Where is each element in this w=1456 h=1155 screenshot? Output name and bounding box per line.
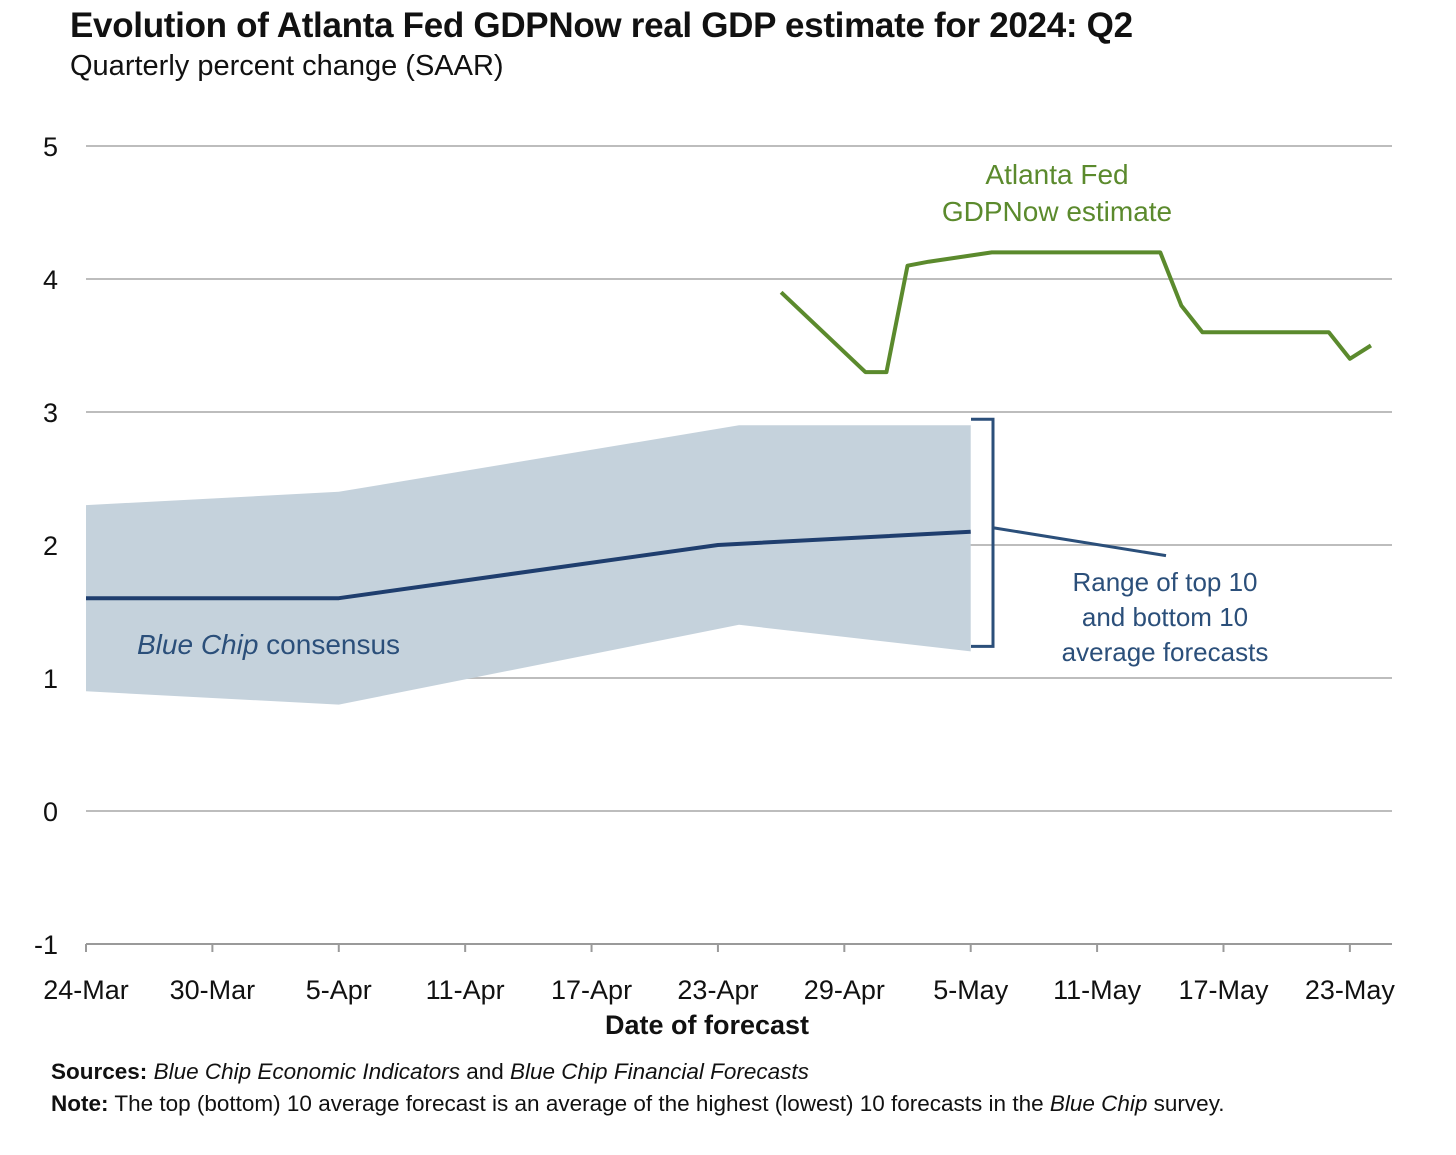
- range-label-line2: and bottom 10: [1082, 602, 1248, 632]
- x-tick-label: 30-Mar: [170, 975, 256, 1005]
- note-italic: Blue Chip: [1049, 1091, 1148, 1116]
- y-tick-label: 2: [43, 531, 58, 561]
- gdp-line-chart: -1 0 1 2 3 4 5 24-Mar 30-Mar 5-Apr 11-Apr 17-Apr 23-…: [34, 132, 1396, 1040]
- x-tick-label: 17-Apr: [551, 975, 632, 1005]
- sources-part1: Blue Chip Economic Indicators: [153, 1059, 460, 1084]
- y-tick-label: 0: [43, 797, 58, 827]
- x-tick-label: 23-May: [1305, 975, 1396, 1005]
- note-label: Note:: [51, 1091, 109, 1116]
- chart-title: Evolution of Atlanta Fed GDPNow real GDP…: [70, 6, 1133, 45]
- x-tick-label: 5-May: [933, 975, 1009, 1005]
- range-label-line1: Range of top 10: [1072, 567, 1257, 597]
- x-tick-label: 11-Apr: [426, 975, 505, 1005]
- y-tick-label: 5: [43, 132, 58, 162]
- note-text: The top (bottom) 10 average forecast is …: [108, 1091, 1050, 1116]
- x-tick-label: 23-Apr: [677, 975, 758, 1005]
- range-bracket: [971, 417, 995, 648]
- gdpnow-label-line1: Atlanta Fed: [985, 159, 1128, 190]
- note-end: survey.: [1147, 1091, 1225, 1116]
- x-tick-label: 29-Apr: [804, 975, 885, 1005]
- x-tick-label: 24-Mar: [43, 975, 129, 1005]
- footnotes: Sources: Blue Chip Economic Indicators a…: [51, 1056, 1351, 1120]
- gdpnow-line: [779, 250, 1373, 375]
- sources-line: Sources: Blue Chip Economic Indicators a…: [51, 1056, 1351, 1088]
- x-tick-label: 11-May: [1053, 975, 1142, 1005]
- y-tick-label: 4: [43, 265, 58, 295]
- x-tick-label: 17-May: [1178, 975, 1269, 1005]
- y-tick-label: 3: [43, 398, 58, 428]
- x-tick-label: 5-Apr: [306, 975, 372, 1005]
- x-axis-title: Date of forecast: [605, 1010, 809, 1040]
- note-line: Note: The top (bottom) 10 average foreca…: [51, 1088, 1351, 1120]
- sources-and: and: [459, 1059, 511, 1084]
- consensus-label: Blue Chip consensus: [137, 629, 400, 660]
- sources-label: Sources:: [51, 1059, 148, 1084]
- range-leader-line: [992, 526, 1167, 558]
- gdpnow-label-line2: GDPNow estimate: [942, 196, 1172, 227]
- range-label-line3: average forecasts: [1062, 637, 1269, 667]
- chart-subtitle: Quarterly percent change (SAAR): [70, 50, 504, 82]
- y-tick-label: -1: [34, 930, 58, 960]
- range-band: [86, 425, 971, 705]
- consensus-line: [86, 529, 971, 601]
- sources-part2: Blue Chip Financial Forecasts: [510, 1059, 809, 1084]
- y-tick-label: 1: [43, 664, 58, 694]
